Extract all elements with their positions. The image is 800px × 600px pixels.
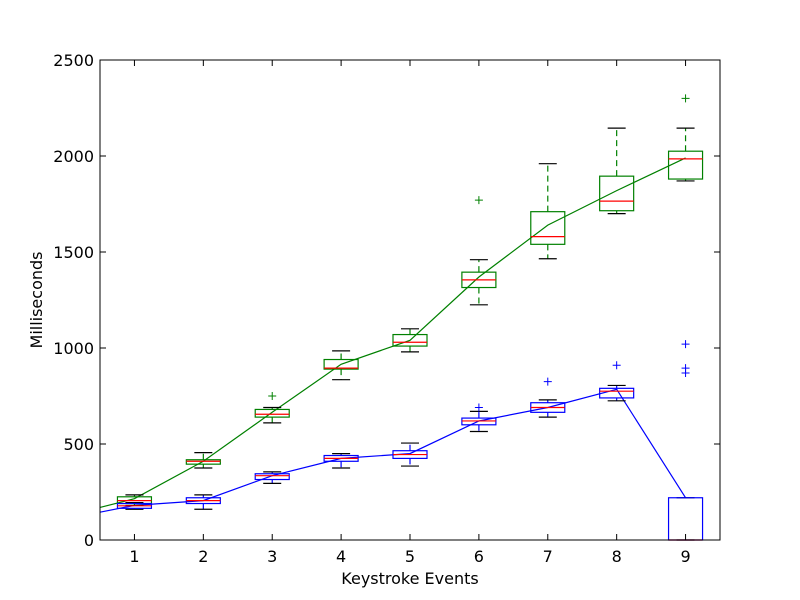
box-blue-2 [185, 494, 221, 510]
box-iqr [599, 175, 635, 212]
box-green-8 [599, 127, 635, 215]
plot-frame [99, 59, 721, 541]
box-blue-9 [667, 340, 704, 541]
y-tick-label: 1500 [53, 243, 94, 262]
box-green-3 [254, 392, 290, 424]
x-tick-label: 2 [198, 547, 208, 566]
box-iqr [667, 150, 704, 180]
flier-point [543, 377, 552, 386]
flier-point [268, 392, 277, 400]
box-iqr [254, 408, 290, 418]
y-axis-label: Milliseconds [27, 252, 46, 349]
box-green-7 [530, 163, 566, 260]
box-blue-5 [392, 442, 428, 467]
box-green-9 [667, 94, 704, 182]
x-axis-label: Keystroke Events [341, 569, 478, 588]
box-iqr [667, 497, 704, 541]
y-tick-label: 0 [84, 531, 94, 550]
x-tick-label: 9 [680, 547, 690, 566]
box-blue-6 [461, 403, 497, 433]
box-iqr [323, 358, 359, 370]
flier-point [612, 361, 621, 370]
box-blue-8 [599, 361, 635, 402]
y-tick-label: 2000 [53, 147, 94, 166]
box-iqr [185, 459, 221, 465]
box-iqr [392, 333, 428, 347]
box-iqr [530, 211, 566, 245]
y-tick-label: 1000 [53, 339, 94, 358]
flier-point [681, 340, 690, 349]
plot-area [99, 94, 704, 541]
series-line-blue [99, 388, 687, 513]
x-tick-label: 3 [267, 547, 277, 566]
box-green-2 [185, 452, 221, 469]
flier-point [474, 196, 483, 205]
x-tick-label: 8 [612, 547, 622, 566]
box-blue-1 [116, 501, 153, 510]
x-tick-label: 6 [474, 547, 484, 566]
flier-point [681, 364, 690, 373]
box-iqr [254, 473, 290, 481]
box-green-6 [461, 196, 497, 306]
x-tick-label: 4 [336, 547, 346, 566]
x-tick-label: 1 [129, 547, 139, 566]
x-tick-label: 5 [405, 547, 415, 566]
box-blue-4 [323, 453, 359, 469]
flier-point [681, 94, 690, 103]
y-tick-label: 500 [63, 435, 94, 454]
box-blue-7 [530, 377, 566, 418]
flier-point [474, 403, 483, 412]
box-iqr [599, 387, 635, 399]
series-line-green [99, 157, 686, 508]
x-tick-label: 7 [543, 547, 553, 566]
box-green-4 [323, 350, 359, 381]
y-tick-label: 2500 [53, 51, 94, 70]
box-green-5 [392, 328, 428, 353]
box-blue-3 [254, 471, 290, 484]
